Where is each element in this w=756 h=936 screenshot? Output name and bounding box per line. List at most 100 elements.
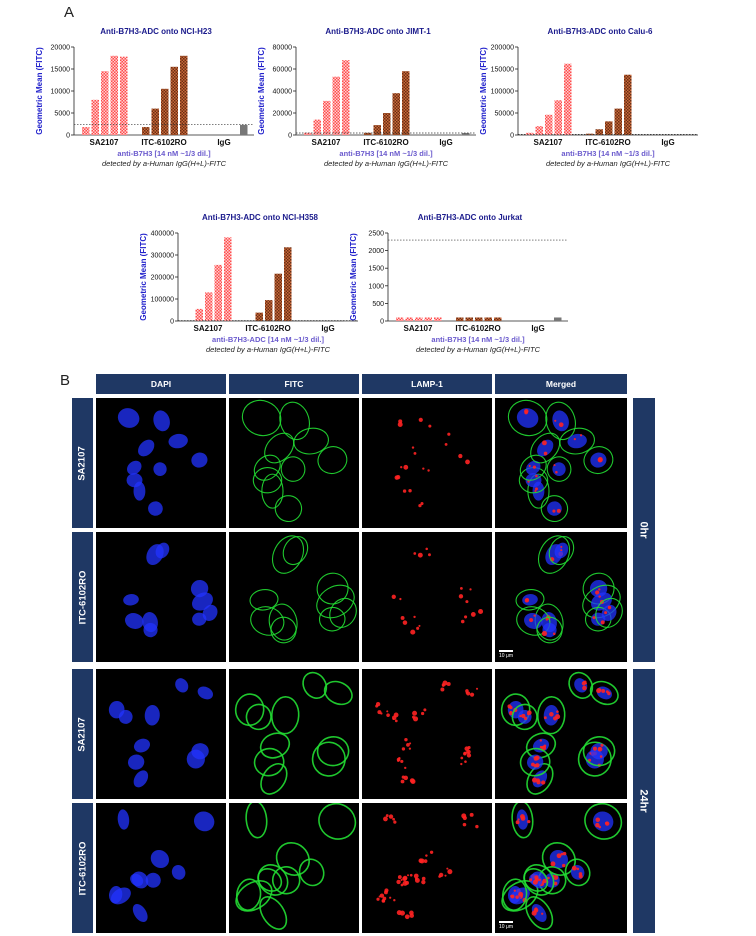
membrane — [523, 868, 549, 892]
lysosome-dot — [560, 545, 563, 548]
y-tick-label: 0 — [380, 319, 384, 326]
y-tick-label: 0 — [510, 133, 514, 140]
category-label: ITC-6102RO — [245, 324, 290, 333]
bar-itc-6102ro — [373, 125, 381, 135]
nucleus — [133, 770, 149, 788]
lysosome-dot — [529, 618, 534, 623]
micrograph-lamp1 — [362, 398, 492, 528]
lysosome-dot — [475, 824, 479, 829]
lysosome-dot — [527, 820, 531, 824]
membrane — [501, 878, 528, 911]
membrane — [568, 671, 594, 699]
micrograph-fitc — [229, 532, 359, 662]
bar-itc-6102ro — [484, 317, 492, 321]
lysosome-dot — [555, 470, 558, 474]
lysosome-dot — [391, 594, 396, 599]
bar-itc-6102ro — [605, 121, 613, 135]
lysosome-dot — [427, 469, 430, 472]
lysosome-dot — [469, 692, 475, 697]
micrograph-canvas — [507, 399, 614, 523]
y-axis-label: Geometric Mean (FITC) — [257, 47, 266, 135]
bar-sa2107 — [434, 317, 442, 321]
lysosome-dot — [402, 620, 408, 625]
membrane — [298, 858, 325, 887]
nucleus — [117, 408, 140, 428]
x-axis-sublabel: detected by a-Human IgG(H+L)-FITC — [324, 159, 449, 168]
bar-itc-6102ro — [274, 273, 282, 321]
bar-igg — [240, 124, 248, 135]
nucleus — [150, 849, 170, 869]
lysosome-dot — [411, 446, 415, 449]
col-header-merged: Merged — [495, 374, 627, 394]
lysosome-dot — [402, 880, 408, 886]
lysosome-dot — [462, 822, 467, 827]
membrane — [536, 696, 566, 735]
lysosome-dot — [534, 877, 539, 882]
bar-sa2107 — [526, 132, 534, 135]
membrane — [261, 473, 284, 509]
category-label: SA2107 — [534, 138, 563, 147]
bar-igg — [344, 320, 352, 322]
bar-itc-6102ro — [142, 127, 150, 135]
lysosome-dot — [418, 417, 423, 422]
lysosome-dot — [582, 680, 586, 684]
membrane — [511, 703, 538, 731]
lysosome-dot — [421, 880, 426, 885]
bar-sa2107 — [424, 317, 432, 321]
lysosome-dot — [421, 711, 425, 716]
lysosome-dot — [554, 419, 557, 422]
membrane — [241, 399, 282, 437]
lysosome-dot — [388, 814, 394, 819]
lysosome-dot — [598, 747, 602, 750]
membrane — [260, 762, 288, 795]
bar-sa2107 — [415, 317, 423, 321]
nucleus — [549, 849, 569, 869]
lysosome-dot — [413, 615, 416, 619]
membrane — [264, 432, 295, 464]
nucleus — [193, 811, 215, 832]
lysosome-dot — [446, 867, 449, 870]
nucleus — [132, 903, 148, 923]
lysosome-dot — [376, 897, 380, 901]
y-axis-label: Geometric Mean (FITC) — [35, 47, 44, 135]
membrane — [250, 606, 285, 636]
membrane — [253, 454, 281, 481]
lysosome-dot — [539, 739, 543, 742]
lysosome-dot — [403, 775, 409, 781]
lysosome-dot — [600, 743, 604, 747]
y-tick-label: 60000 — [273, 67, 293, 74]
lysosome-dot — [404, 914, 410, 920]
micrograph-canvas — [235, 803, 357, 930]
lysosome-dot — [460, 762, 463, 766]
nucleus — [516, 408, 539, 428]
y-tick-label: 500 — [372, 301, 384, 308]
col-header-fitc: FITC — [229, 374, 359, 394]
y-tick-label: 400000 — [151, 231, 174, 238]
lysosome-dot — [597, 457, 603, 463]
lysosome-dot — [447, 432, 451, 436]
lysosome-dot — [556, 710, 559, 713]
nucleus — [127, 754, 145, 770]
category-label: ITC-6102RO — [455, 324, 500, 333]
nucleus — [125, 613, 144, 629]
lysosome-dot — [533, 614, 536, 617]
lysosome-dot — [414, 877, 420, 883]
bar-sa2107 — [195, 308, 203, 321]
y-tick-label: 150000 — [491, 67, 514, 74]
lysosome-dot — [409, 913, 414, 918]
micrograph-dapi — [96, 398, 226, 528]
bar-itc-6102ro — [456, 317, 464, 321]
micrograph-merged: 10 μm — [495, 803, 627, 933]
lysosome-dot — [394, 475, 400, 480]
nucleus — [570, 865, 585, 880]
lysosome-dot — [556, 508, 561, 513]
lysosome-dot — [469, 588, 472, 591]
membrane — [257, 868, 283, 892]
lysosome-dot — [513, 889, 516, 892]
lysosome-dot — [397, 421, 403, 427]
lysosome-dot — [408, 747, 412, 750]
category-label: SA2107 — [312, 138, 341, 147]
y-tick-label: 80000 — [273, 45, 293, 52]
x-axis-sublabel: detected by a-Human IgG(H+L)-FITC — [206, 345, 331, 354]
lysosome-dot — [465, 689, 469, 693]
